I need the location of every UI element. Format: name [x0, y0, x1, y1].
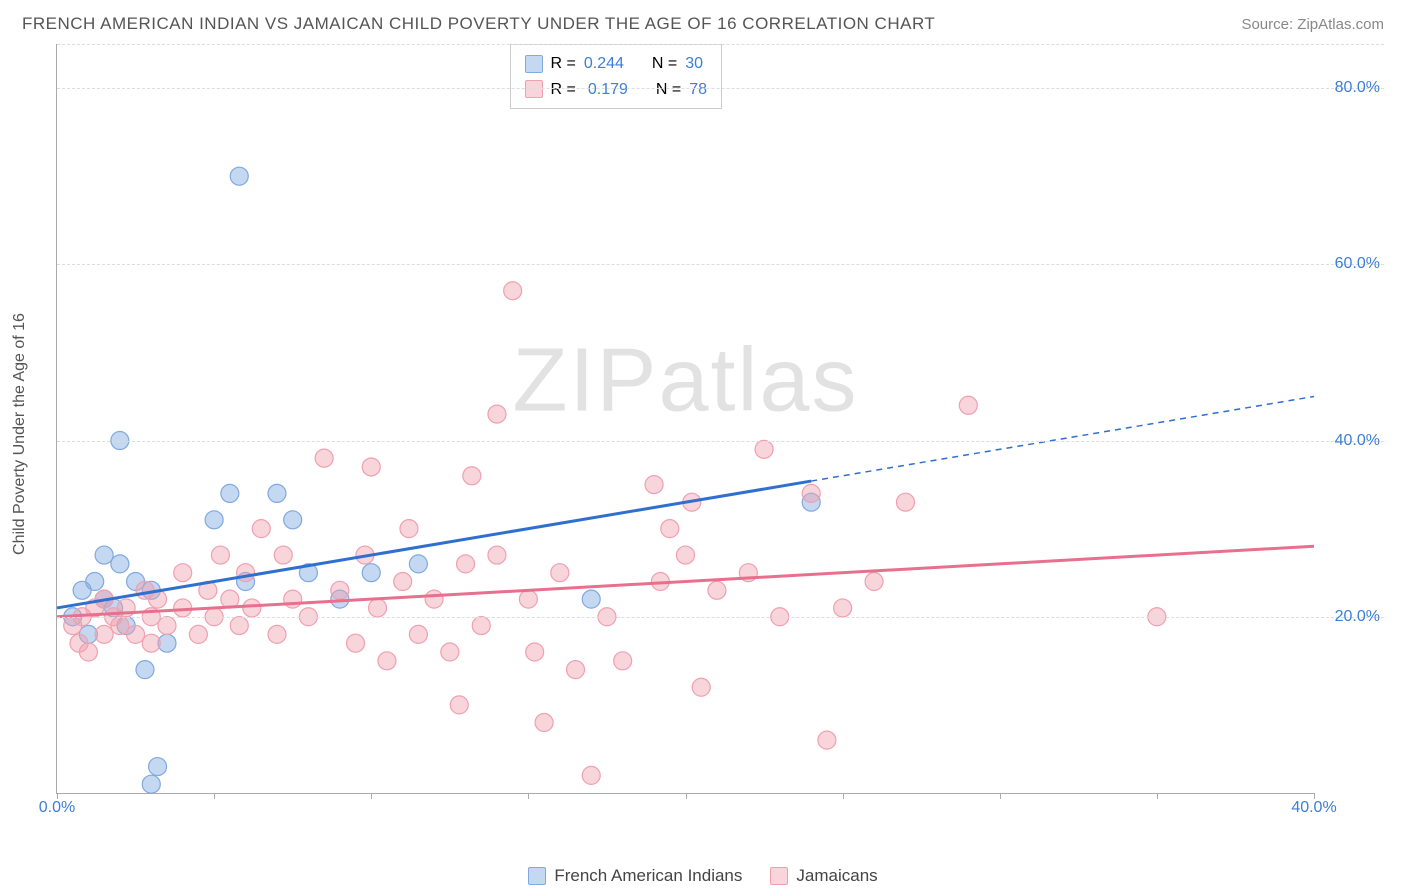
data-point	[369, 599, 387, 617]
trend-line-dashed	[811, 396, 1314, 481]
data-point	[189, 625, 207, 643]
data-point	[409, 625, 427, 643]
swatch-legend-2	[770, 867, 788, 885]
data-point	[142, 775, 160, 793]
data-point	[86, 573, 104, 591]
data-point	[347, 634, 365, 652]
data-point	[692, 678, 710, 696]
data-point	[457, 555, 475, 573]
data-point	[158, 617, 176, 635]
legend-label-2: Jamaicans	[796, 866, 877, 886]
y-tick-label: 80.0%	[1335, 79, 1380, 97]
data-point	[362, 458, 380, 476]
data-point	[645, 476, 663, 494]
y-tick-label: 20.0%	[1335, 608, 1380, 626]
data-point	[551, 564, 569, 582]
data-point	[834, 599, 852, 617]
data-point	[230, 167, 248, 185]
data-point	[268, 484, 286, 502]
y-axis-label: Child Poverty Under the Age of 16	[11, 313, 29, 555]
data-point	[450, 696, 468, 714]
data-point	[268, 625, 286, 643]
data-point	[488, 405, 506, 423]
data-point	[409, 555, 427, 573]
data-point	[378, 652, 396, 670]
data-point	[331, 581, 349, 599]
legend-label-1: French American Indians	[554, 866, 742, 886]
chart-area: Child Poverty Under the Age of 16 ZIPatl…	[56, 44, 1384, 824]
data-point	[95, 625, 113, 643]
data-point	[127, 625, 145, 643]
data-point	[79, 643, 97, 661]
data-point	[400, 520, 418, 538]
data-point	[174, 564, 192, 582]
data-point	[142, 634, 160, 652]
data-point	[425, 590, 443, 608]
trend-line	[57, 481, 811, 608]
data-point	[394, 573, 412, 591]
data-point	[111, 617, 129, 635]
data-point	[149, 758, 167, 776]
data-point	[896, 493, 914, 511]
title-bar: FRENCH AMERICAN INDIAN VS JAMAICAN CHILD…	[0, 0, 1406, 44]
data-point	[582, 766, 600, 784]
data-point	[211, 546, 229, 564]
scatter-svg	[57, 44, 1314, 793]
data-point	[488, 546, 506, 564]
data-point	[802, 484, 820, 502]
data-point	[362, 564, 380, 582]
data-point	[959, 396, 977, 414]
plot-region: ZIPatlas R = 0.244 N = 30 R = 0.179 N = …	[56, 44, 1314, 794]
data-point	[136, 661, 154, 679]
data-point	[221, 484, 239, 502]
data-point	[614, 652, 632, 670]
data-point	[243, 599, 261, 617]
data-point	[237, 564, 255, 582]
data-point	[463, 467, 481, 485]
data-point	[526, 643, 544, 661]
y-tick-label: 40.0%	[1335, 432, 1380, 450]
legend-item-2: Jamaicans	[770, 866, 877, 886]
data-point	[95, 546, 113, 564]
chart-title: FRENCH AMERICAN INDIAN VS JAMAICAN CHILD…	[22, 14, 935, 34]
data-point	[661, 520, 679, 538]
data-point	[519, 590, 537, 608]
data-point	[315, 449, 333, 467]
source-label: Source: ZipAtlas.com	[1241, 16, 1384, 33]
data-point	[504, 282, 522, 300]
data-point	[818, 731, 836, 749]
data-point	[755, 440, 773, 458]
swatch-legend-1	[528, 867, 546, 885]
data-point	[535, 714, 553, 732]
data-point	[274, 546, 292, 564]
x-tick-label: 40.0%	[1291, 799, 1336, 817]
data-point	[205, 511, 223, 529]
data-point	[567, 661, 585, 679]
bottom-legend: French American Indians Jamaicans	[0, 866, 1406, 886]
data-point	[582, 590, 600, 608]
data-point	[865, 573, 883, 591]
data-point	[230, 617, 248, 635]
data-point	[284, 590, 302, 608]
data-point	[252, 520, 270, 538]
data-point	[111, 555, 129, 573]
x-tick-label: 0.0%	[39, 799, 75, 817]
data-point	[677, 546, 695, 564]
y-tick-label: 60.0%	[1335, 255, 1380, 273]
data-point	[284, 511, 302, 529]
data-point	[708, 581, 726, 599]
legend-item-1: French American Indians	[528, 866, 742, 886]
data-point	[472, 617, 490, 635]
data-point	[441, 643, 459, 661]
